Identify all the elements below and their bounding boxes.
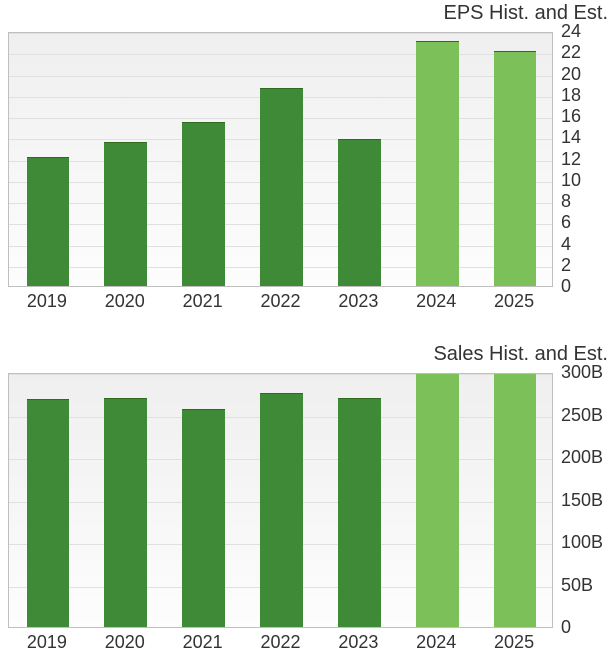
page: EPS Hist. and Est. 024681012141618202224… — [0, 0, 616, 661]
bar — [416, 41, 459, 286]
x-tick-label: 2020 — [105, 291, 145, 312]
eps-chart: EPS Hist. and Est. 024681012141618202224… — [8, 2, 608, 317]
x-tick-label: 2025 — [494, 291, 534, 312]
y-tick-label: 4 — [561, 234, 571, 255]
y-tick-label: 8 — [561, 191, 571, 212]
eps-chart-title: EPS Hist. and Est. — [443, 2, 608, 25]
bar-cap — [27, 157, 70, 158]
x-tick-label: 2019 — [27, 632, 67, 653]
bar-cap — [104, 142, 147, 143]
bar-cap — [260, 88, 303, 89]
y-tick-label: 22 — [561, 42, 581, 63]
gridline — [9, 76, 552, 77]
bar-cap — [104, 398, 147, 399]
gridline — [9, 33, 552, 34]
bar — [416, 373, 459, 627]
x-tick-label: 2023 — [338, 632, 378, 653]
bar — [27, 157, 70, 286]
bar-cap — [416, 41, 459, 42]
y-tick-label: 150B — [561, 490, 603, 511]
y-tick-label: 250B — [561, 405, 603, 426]
x-tick-label: 2023 — [338, 291, 378, 312]
bar-cap — [182, 122, 225, 123]
sales-chart: Sales Hist. and Est. 050B100B150B200B250… — [8, 343, 608, 658]
eps-chart-plot-outer: 0246810121416182022242019202020212022202… — [8, 32, 608, 287]
bar — [260, 393, 303, 627]
gridline — [9, 54, 552, 55]
y-tick-label: 14 — [561, 127, 581, 148]
bar — [104, 142, 147, 287]
bar — [338, 398, 381, 628]
y-tick-label: 10 — [561, 170, 581, 191]
y-tick-label: 100B — [561, 532, 603, 553]
bar-cap — [182, 409, 225, 410]
y-tick-label: 20 — [561, 64, 581, 85]
y-tick-label: 200B — [561, 447, 603, 468]
bar-cap — [494, 51, 537, 52]
sales-chart-plot-area — [8, 373, 553, 628]
y-tick-label: 50B — [561, 575, 593, 596]
x-tick-label: 2022 — [260, 632, 300, 653]
bar-cap — [338, 139, 381, 140]
x-tick-label: 2020 — [105, 632, 145, 653]
bar — [182, 409, 225, 627]
y-tick-label: 300B — [561, 362, 603, 383]
x-tick-label: 2024 — [416, 291, 456, 312]
x-tick-label: 2019 — [27, 291, 67, 312]
bar-cap — [260, 393, 303, 394]
x-tick-label: 2025 — [494, 632, 534, 653]
bar — [494, 373, 537, 627]
sales-chart-plot-outer: 050B100B150B200B250B300B2019202020212022… — [8, 373, 608, 628]
eps-chart-plot-area — [8, 32, 553, 287]
bar-cap — [27, 399, 70, 400]
y-tick-label: 16 — [561, 106, 581, 127]
x-tick-label: 2022 — [260, 291, 300, 312]
y-tick-label: 6 — [561, 212, 571, 233]
x-tick-label: 2021 — [183, 291, 223, 312]
y-tick-label: 18 — [561, 85, 581, 106]
y-tick-label: 24 — [561, 21, 581, 42]
bar — [104, 398, 147, 628]
bar — [338, 139, 381, 286]
y-tick-label: 0 — [561, 276, 571, 297]
gridline — [9, 374, 552, 375]
bar — [260, 88, 303, 286]
y-tick-label: 0 — [561, 617, 571, 638]
bar — [27, 399, 70, 627]
bar-cap — [338, 398, 381, 399]
y-tick-label: 2 — [561, 255, 571, 276]
x-tick-label: 2024 — [416, 632, 456, 653]
x-tick-label: 2021 — [183, 632, 223, 653]
bar — [182, 122, 225, 286]
y-tick-label: 12 — [561, 149, 581, 170]
bar — [494, 51, 537, 286]
